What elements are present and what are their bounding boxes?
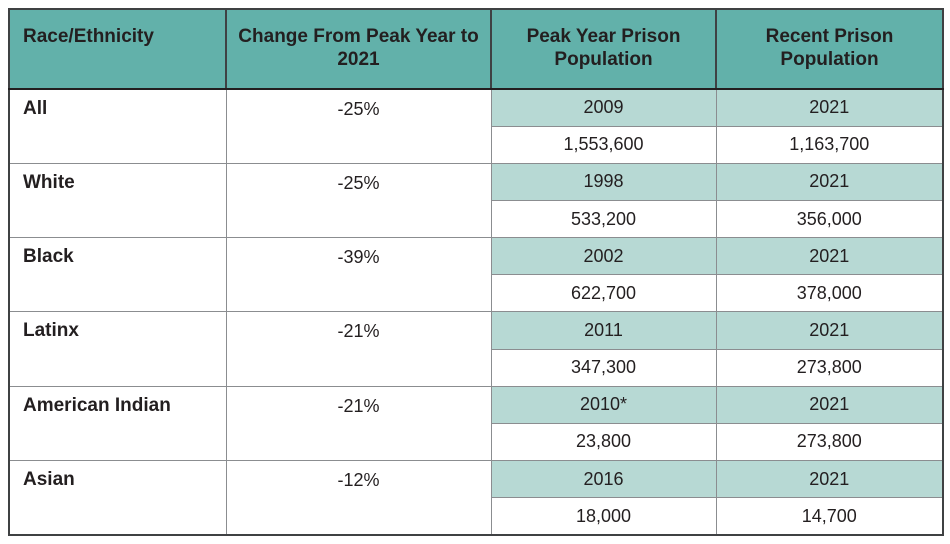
peak-population-cell: 18,000: [490, 497, 716, 535]
race-cell: Asian: [9, 460, 226, 535]
peak-year-cell: 2011: [490, 311, 716, 350]
recent-year-cell: 2021: [715, 460, 943, 499]
change-cell: -25%: [225, 88, 491, 164]
peak-year-cell: 2016: [490, 460, 716, 499]
recent-year-cell: 2021: [715, 162, 943, 201]
peak-population-cell: 533,200: [490, 200, 716, 238]
table-row-american-indian-populations: 23,800 273,800: [9, 423, 943, 461]
table-header: Race/Ethnicity Change From Peak Year to …: [9, 9, 943, 90]
change-cell: -39%: [225, 237, 491, 312]
table-row-asian-populations: 18,000 14,700: [9, 497, 943, 535]
race-cell: American Indian: [9, 385, 226, 461]
table-row-all-years: All -25% 2009 2021: [9, 88, 943, 164]
header-recent-population: Recent Prison Population: [715, 9, 943, 90]
prison-population-table: Race/Ethnicity Change From Peak Year to …: [8, 8, 944, 536]
peak-year-cell: 2009: [490, 88, 716, 127]
recent-year-cell: 2021: [715, 88, 943, 127]
table-row-latinx-years: Latinx -21% 2011 2021: [9, 311, 943, 387]
recent-year-cell: 2021: [715, 311, 943, 350]
table-row-latinx-populations: 347,300 273,800: [9, 349, 943, 387]
table-row-black-years: Black -39% 2002 2021: [9, 237, 943, 312]
recent-year-cell: 2021: [715, 385, 943, 424]
peak-year-cell: 2010*: [490, 385, 716, 424]
table-row-black-populations: 622,700 378,000: [9, 274, 943, 312]
peak-population-cell: 1,553,600: [490, 126, 716, 164]
race-cell: Latinx: [9, 311, 226, 387]
recent-year-cell: 2021: [715, 237, 943, 276]
recent-population-cell: 378,000: [715, 274, 943, 312]
change-cell: -25%: [225, 162, 491, 238]
table-row-asian-years: Asian -12% 2016 2021: [9, 460, 943, 535]
header-peak-year-population: Peak Year Prison Population: [490, 9, 716, 90]
table-row-white-years: White -25% 1998 2021: [9, 162, 943, 238]
recent-population-cell: 273,800: [715, 349, 943, 387]
table-row-white-populations: 533,200 356,000: [9, 200, 943, 238]
recent-population-cell: 273,800: [715, 423, 943, 461]
change-cell: -12%: [225, 460, 491, 535]
recent-population-cell: 1,163,700: [715, 126, 943, 164]
change-cell: -21%: [225, 311, 491, 387]
peak-population-cell: 23,800: [490, 423, 716, 461]
peak-population-cell: 347,300: [490, 349, 716, 387]
table-row-all-populations: 1,553,600 1,163,700: [9, 126, 943, 164]
peak-year-cell: 1998: [490, 162, 716, 201]
race-cell: All: [9, 88, 226, 164]
recent-population-cell: 356,000: [715, 200, 943, 238]
header-race-ethnicity: Race/Ethnicity: [9, 9, 226, 90]
race-cell: White: [9, 162, 226, 238]
header-change-from-peak: Change From Peak Year to 2021: [225, 9, 491, 90]
table-row-american-indian-years: American Indian -21% 2010* 2021: [9, 385, 943, 461]
recent-population-cell: 14,700: [715, 497, 943, 535]
peak-population-cell: 622,700: [490, 274, 716, 312]
race-cell: Black: [9, 237, 226, 312]
peak-year-cell: 2002: [490, 237, 716, 276]
change-cell: -21%: [225, 385, 491, 461]
